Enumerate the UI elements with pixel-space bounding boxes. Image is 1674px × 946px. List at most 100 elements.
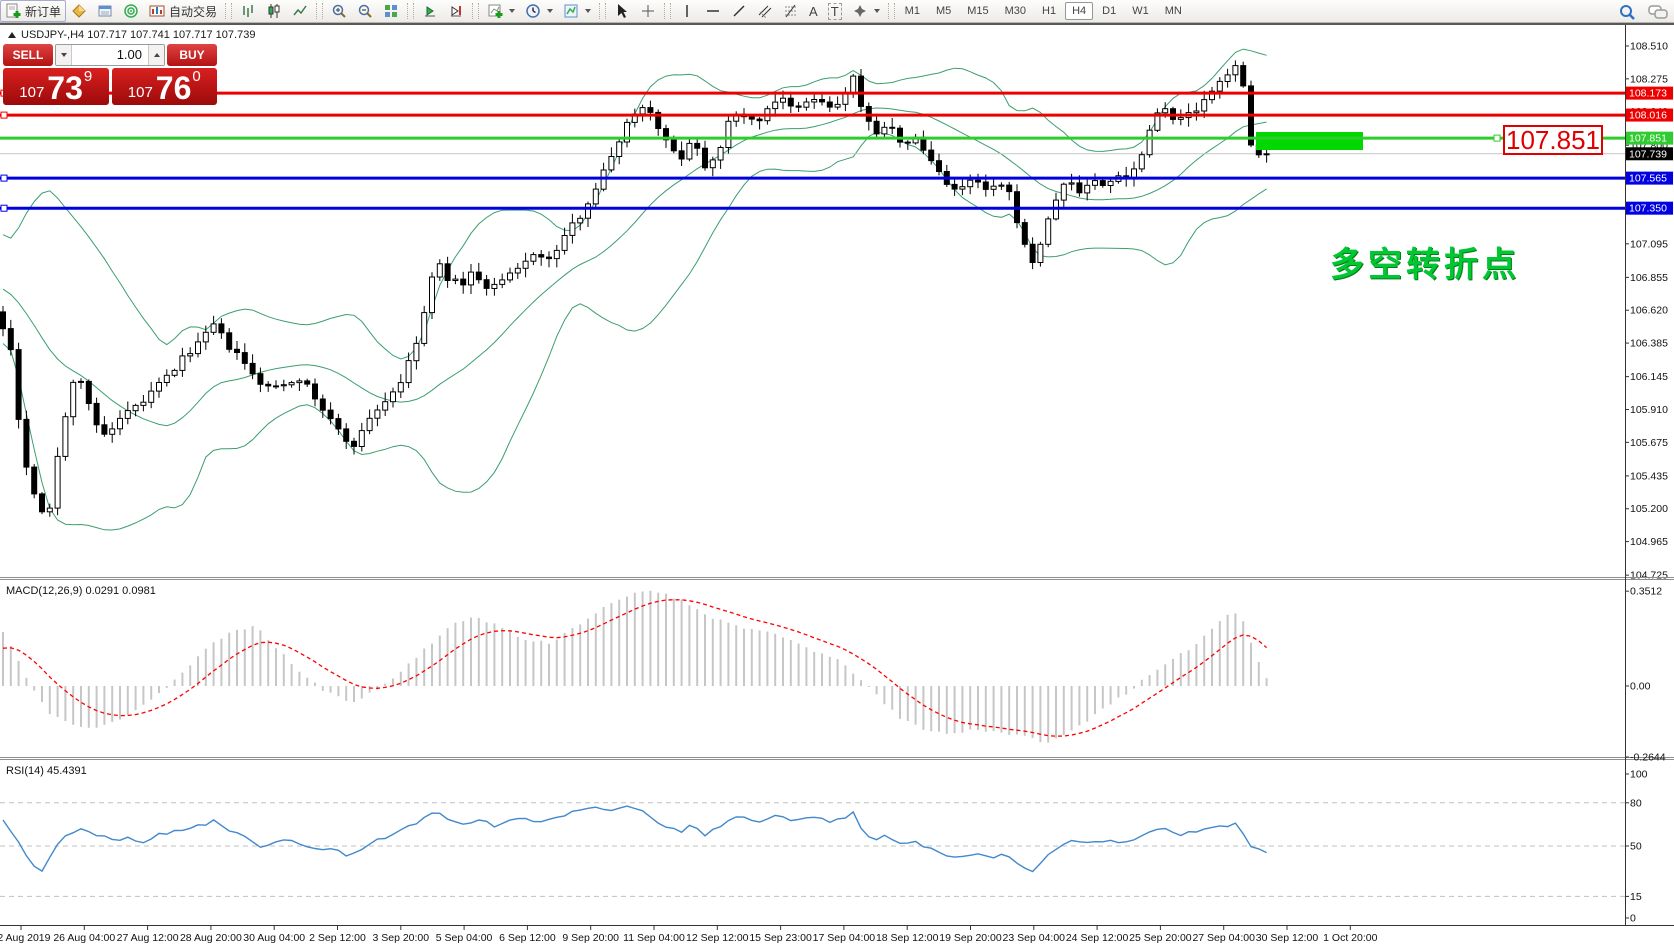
time-axis-label: 27 Sep 04:00 — [1192, 932, 1255, 944]
bollinger-band-line — [2, 131, 1267, 531]
volume-input[interactable]: 1.00 — [116, 47, 142, 62]
fibonacci-tool[interactable] — [778, 0, 804, 22]
macd-signal-line — [2, 599, 1268, 737]
time-axis-label: 28 Aug 20:00 — [180, 932, 242, 944]
timeframe-button-M5[interactable]: M5 — [935, 5, 952, 17]
history-center-button[interactable] — [66, 0, 92, 22]
volume-increase-button[interactable] — [148, 45, 164, 65]
line-chart-button[interactable] — [287, 0, 313, 22]
timeframe-button-W1[interactable]: W1 — [1132, 5, 1149, 17]
toolbar-separator — [887, 3, 895, 19]
chevron-down-icon — [547, 9, 554, 13]
chart-canvas[interactable]: 108.510108.275108.040107.800107.565107.3… — [0, 25, 1674, 946]
toolbar-right-group — [1618, 0, 1668, 22]
chat-icon[interactable] — [1648, 3, 1668, 19]
tile-windows-button[interactable] — [378, 0, 404, 22]
trendline-tool[interactable] — [726, 0, 752, 22]
timeframe-button-H1[interactable]: H1 — [1042, 5, 1057, 17]
sell-button[interactable]: SELL — [3, 44, 53, 66]
collapse-triangle-icon[interactable] — [8, 32, 16, 38]
timeframe-button-M1[interactable]: M1 — [904, 5, 920, 17]
price-tag — [1626, 108, 1673, 122]
cursor-button[interactable] — [609, 0, 635, 22]
search-icon[interactable] — [1618, 3, 1635, 20]
timeframe-button-H4[interactable]: H4 — [1065, 2, 1094, 20]
period-button[interactable] — [520, 0, 558, 22]
macd-axis-label: 0.00 — [1630, 681, 1651, 693]
chart-shift-icon — [448, 3, 464, 19]
buy-price-big: 76 — [155, 70, 192, 106]
time-axis-label: 17 Sep 04:00 — [813, 932, 876, 944]
sell-price-panel[interactable]: 107 73 9 — [3, 68, 109, 105]
rsi-axis-label: 15 — [1630, 891, 1642, 903]
label-tool[interactable]: T — [823, 0, 847, 22]
price-axis-label: 106.385 — [1630, 338, 1668, 350]
signal-icon — [123, 3, 139, 19]
chart-title: USDJPY-,H4 107.717 107.741 107.717 107.7… — [8, 29, 255, 41]
price-tag-label: 108.173 — [1629, 88, 1667, 100]
clock-icon — [525, 3, 541, 19]
zoom-out-button[interactable] — [352, 0, 378, 22]
signal-button[interactable] — [118, 0, 144, 22]
bollinger-band-line — [2, 107, 1267, 427]
channel-tool[interactable] — [752, 0, 778, 22]
price-axis-label: 105.200 — [1630, 503, 1668, 515]
new-order-button[interactable]: 新订单 — [0, 0, 67, 22]
price-tag — [1626, 147, 1673, 161]
time-axis-label: 22 Aug 2019 — [0, 932, 51, 944]
timeframe-button-M15[interactable]: M15 — [967, 5, 989, 17]
vertical-line-tool[interactable] — [674, 0, 700, 22]
price-tag-label: 107.350 — [1629, 203, 1667, 215]
arrows-tool[interactable] — [847, 0, 885, 22]
time-axis-label: 24 Sep 12:00 — [1066, 932, 1129, 944]
macd-axis-label: 0.3512 — [1630, 586, 1662, 598]
template-icon — [563, 3, 579, 19]
candles-layer — [0, 60, 1270, 517]
price-tag — [1626, 131, 1673, 145]
volume-decrease-button[interactable] — [56, 45, 72, 65]
price-tag — [1626, 86, 1673, 100]
time-axis-label: 26 Aug 04:00 — [53, 932, 115, 944]
chevron-down-icon — [585, 9, 592, 13]
timeframe-button-MN[interactable]: MN — [1164, 5, 1182, 17]
new-order-label: 新订单 — [25, 4, 62, 19]
market-watch-button[interactable] — [92, 0, 118, 22]
toolbar-separator — [664, 3, 672, 19]
market-watch-icon — [97, 3, 113, 19]
time-axis-label: 5 Sep 04:00 — [436, 932, 493, 944]
fibonacci-icon — [783, 3, 799, 19]
sell-price-figure: 107 — [19, 84, 45, 101]
time-axis-label: 30 Aug 04:00 — [243, 932, 305, 944]
timeframe-group: M1 M5 M15 M30 H1 H4 D1 W1 MN — [898, 2, 1189, 20]
zoom-in-button[interactable] — [326, 0, 352, 22]
chart-shift-button[interactable] — [443, 0, 469, 22]
timeframe-button-M30[interactable]: M30 — [1004, 5, 1027, 17]
bar-chart-button[interactable] — [235, 0, 261, 22]
price-tag-label: 107.739 — [1629, 148, 1667, 160]
cursor-icon — [614, 3, 630, 19]
buy-price-pip: 0 — [192, 68, 201, 85]
autotrade-button[interactable]: 自动交易 — [144, 0, 222, 22]
tile-windows-icon — [383, 3, 399, 19]
time-axis-label: 9 Sep 20:00 — [562, 932, 619, 944]
candlestick-chart-button[interactable] — [261, 0, 287, 22]
crosshair-button[interactable] — [635, 0, 661, 22]
line-anchor-marker — [0, 204, 8, 212]
horizontal-line-tool[interactable] — [700, 0, 726, 22]
price-tag — [1626, 171, 1673, 185]
price-axis-label: 106.145 — [1630, 371, 1668, 383]
text-tool[interactable]: A — [804, 0, 823, 22]
price-axis-label: 107.095 — [1630, 238, 1668, 250]
timeframe-button-D1[interactable]: D1 — [1102, 5, 1117, 17]
trendline-icon — [731, 3, 747, 19]
buy-price-panel[interactable]: 107 76 0 — [111, 68, 217, 106]
add-indicator-button[interactable] — [482, 0, 520, 22]
price-axis-label: 105.675 — [1630, 437, 1668, 449]
chart-autoscroll-button[interactable] — [417, 0, 443, 22]
buy-button[interactable]: BUY — [167, 44, 217, 66]
price-axis-label: 108.510 — [1630, 41, 1668, 53]
template-button[interactable] — [558, 0, 596, 22]
time-axis-label: 2 Sep 12:00 — [309, 932, 366, 944]
bar-chart-icon — [240, 3, 256, 19]
